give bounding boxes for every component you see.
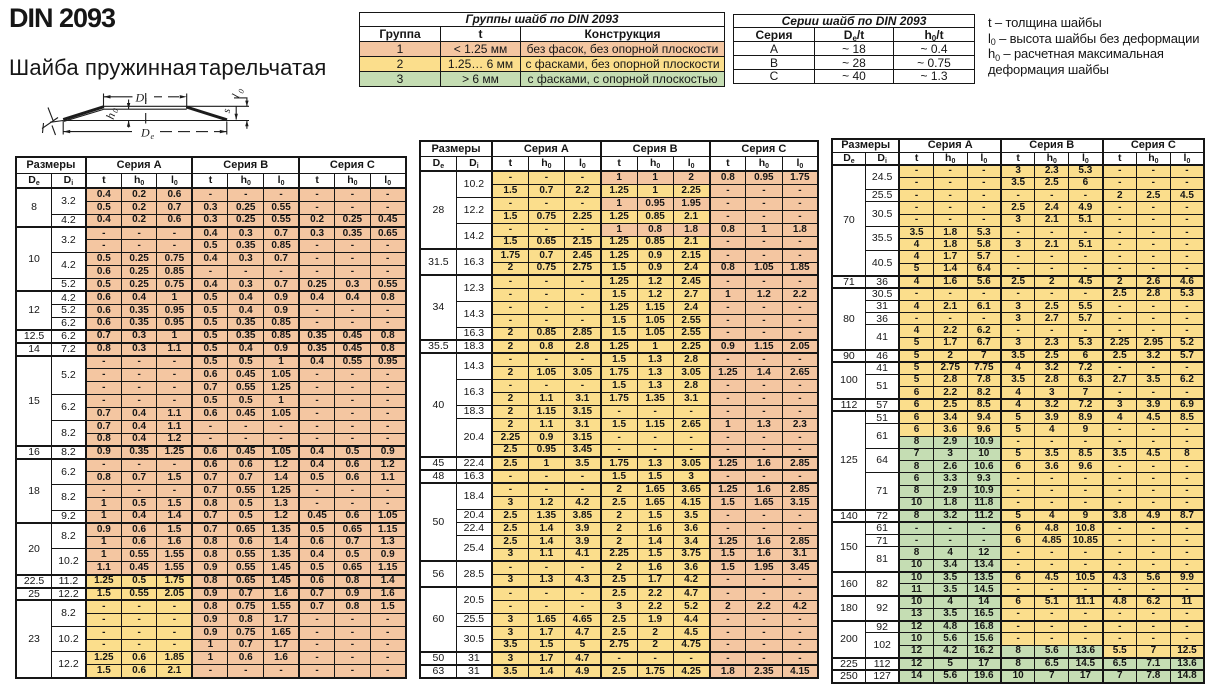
svg-text:l: l — [230, 93, 242, 100]
svg-text:0: 0 — [236, 88, 246, 95]
svg-text:D: D — [135, 91, 145, 105]
svg-text:e: e — [151, 132, 155, 141]
svg-text:0: 0 — [111, 107, 121, 113]
svg-text:h: h — [103, 111, 118, 121]
svg-text:D: D — [140, 126, 150, 140]
svg-text:s: s — [221, 108, 234, 114]
svg-text:i: i — [145, 97, 147, 106]
